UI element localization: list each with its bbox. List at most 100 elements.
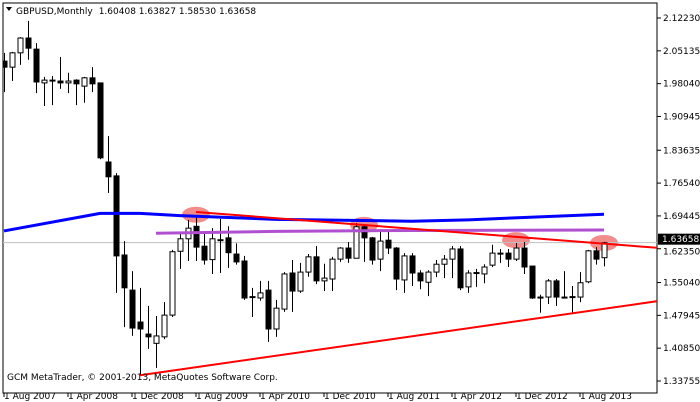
y-tick-label: 1.47945 xyxy=(663,311,700,321)
candle[interactable] xyxy=(465,270,472,293)
candle[interactable] xyxy=(401,253,408,293)
bull-candle-body xyxy=(321,277,328,282)
candle[interactable] xyxy=(313,246,320,285)
candle[interactable] xyxy=(249,287,256,317)
candle[interactable] xyxy=(481,264,488,284)
y-tick-label: 1.76540 xyxy=(663,179,700,189)
candle[interactable] xyxy=(505,248,512,268)
candle[interactable] xyxy=(217,218,224,274)
x-tick-label: 1 Dec 2012 xyxy=(516,392,568,402)
candle[interactable] xyxy=(17,37,24,65)
bear-candle-body xyxy=(505,252,512,260)
y-tick-label: 2.05135 xyxy=(663,47,700,57)
candle[interactable] xyxy=(585,249,592,284)
candle[interactable] xyxy=(529,265,536,299)
candle[interactable] xyxy=(153,316,160,368)
candle[interactable] xyxy=(449,246,456,279)
candle[interactable] xyxy=(57,56,64,89)
bear-candle-body xyxy=(345,247,352,259)
candle[interactable] xyxy=(233,243,240,265)
candle[interactable] xyxy=(129,271,136,336)
candle[interactable] xyxy=(89,67,96,93)
candle[interactable] xyxy=(601,241,608,267)
candle[interactable] xyxy=(473,268,480,287)
candle[interactable] xyxy=(297,262,304,293)
candle[interactable] xyxy=(497,248,504,263)
x-tick-label: 1 Apr 2008 xyxy=(68,392,118,402)
candle[interactable] xyxy=(209,228,216,274)
candle[interactable] xyxy=(97,82,104,160)
candle[interactable] xyxy=(393,247,400,291)
candle[interactable] xyxy=(337,247,344,262)
candle[interactable] xyxy=(305,254,312,277)
bear-candle-body xyxy=(33,48,40,83)
candle[interactable] xyxy=(569,285,576,314)
bear-candle-body xyxy=(385,239,392,249)
upper-trend-line[interactable] xyxy=(195,210,660,249)
candle[interactable] xyxy=(257,280,264,301)
candle[interactable] xyxy=(113,173,120,293)
candle[interactable] xyxy=(65,72,72,94)
candle[interactable] xyxy=(169,249,176,317)
candle[interactable] xyxy=(265,280,272,342)
candle[interactable] xyxy=(457,246,464,291)
candle[interactable] xyxy=(137,287,144,375)
candle[interactable] xyxy=(73,79,80,106)
candle[interactable] xyxy=(521,242,528,274)
candle[interactable] xyxy=(49,75,56,106)
candle[interactable] xyxy=(353,223,360,259)
candle[interactable] xyxy=(81,76,88,103)
candle[interactable] xyxy=(377,229,384,272)
candle[interactable] xyxy=(193,217,200,261)
candle[interactable] xyxy=(241,255,248,300)
candle[interactable] xyxy=(369,236,376,265)
bull-candle-body xyxy=(513,247,520,260)
candle[interactable] xyxy=(577,272,584,303)
candle[interactable] xyxy=(273,299,280,337)
candle[interactable] xyxy=(537,294,544,313)
candle[interactable] xyxy=(417,270,424,290)
bull-candle-body xyxy=(297,271,304,292)
plot-area[interactable] xyxy=(2,2,658,394)
candle[interactable] xyxy=(161,302,168,340)
candle[interactable] xyxy=(441,254,448,279)
bear-candle-body xyxy=(217,239,224,242)
candle[interactable] xyxy=(105,136,112,193)
candle[interactable] xyxy=(433,260,440,278)
candle[interactable] xyxy=(41,76,48,107)
x-tick-label: 1 Aug 2007 xyxy=(4,392,56,402)
candle[interactable] xyxy=(425,270,432,297)
candle[interactable] xyxy=(25,20,32,60)
resistance-level-line[interactable] xyxy=(155,228,605,235)
bear-candle-body xyxy=(457,248,464,289)
candle[interactable] xyxy=(513,242,520,261)
candle[interactable] xyxy=(9,51,16,82)
bear-candle-body xyxy=(121,254,128,289)
candle[interactable] xyxy=(177,233,184,269)
candle[interactable] xyxy=(33,43,40,94)
candle[interactable] xyxy=(281,272,288,312)
candle[interactable] xyxy=(121,241,128,328)
candle[interactable] xyxy=(321,263,328,292)
candle[interactable] xyxy=(145,305,152,349)
candle[interactable] xyxy=(545,279,552,305)
candle[interactable] xyxy=(2,52,8,93)
lower-trend-line[interactable] xyxy=(139,300,660,377)
candle[interactable] xyxy=(409,253,416,286)
bear-candle-body xyxy=(105,161,112,178)
candle[interactable] xyxy=(553,279,560,306)
bear-candle-body xyxy=(561,296,568,299)
triangle-down-icon[interactable] xyxy=(6,7,12,11)
candle[interactable] xyxy=(385,231,392,255)
candle[interactable] xyxy=(593,247,600,265)
candle[interactable] xyxy=(289,260,296,312)
candle[interactable] xyxy=(201,231,208,265)
candle[interactable] xyxy=(345,242,352,263)
bull-candle-body xyxy=(17,37,24,54)
bear-candle-body xyxy=(233,253,240,263)
candle[interactable] xyxy=(489,244,496,268)
candle[interactable] xyxy=(329,256,336,292)
moving-average-line[interactable] xyxy=(3,211,605,233)
candle[interactable] xyxy=(561,271,568,299)
